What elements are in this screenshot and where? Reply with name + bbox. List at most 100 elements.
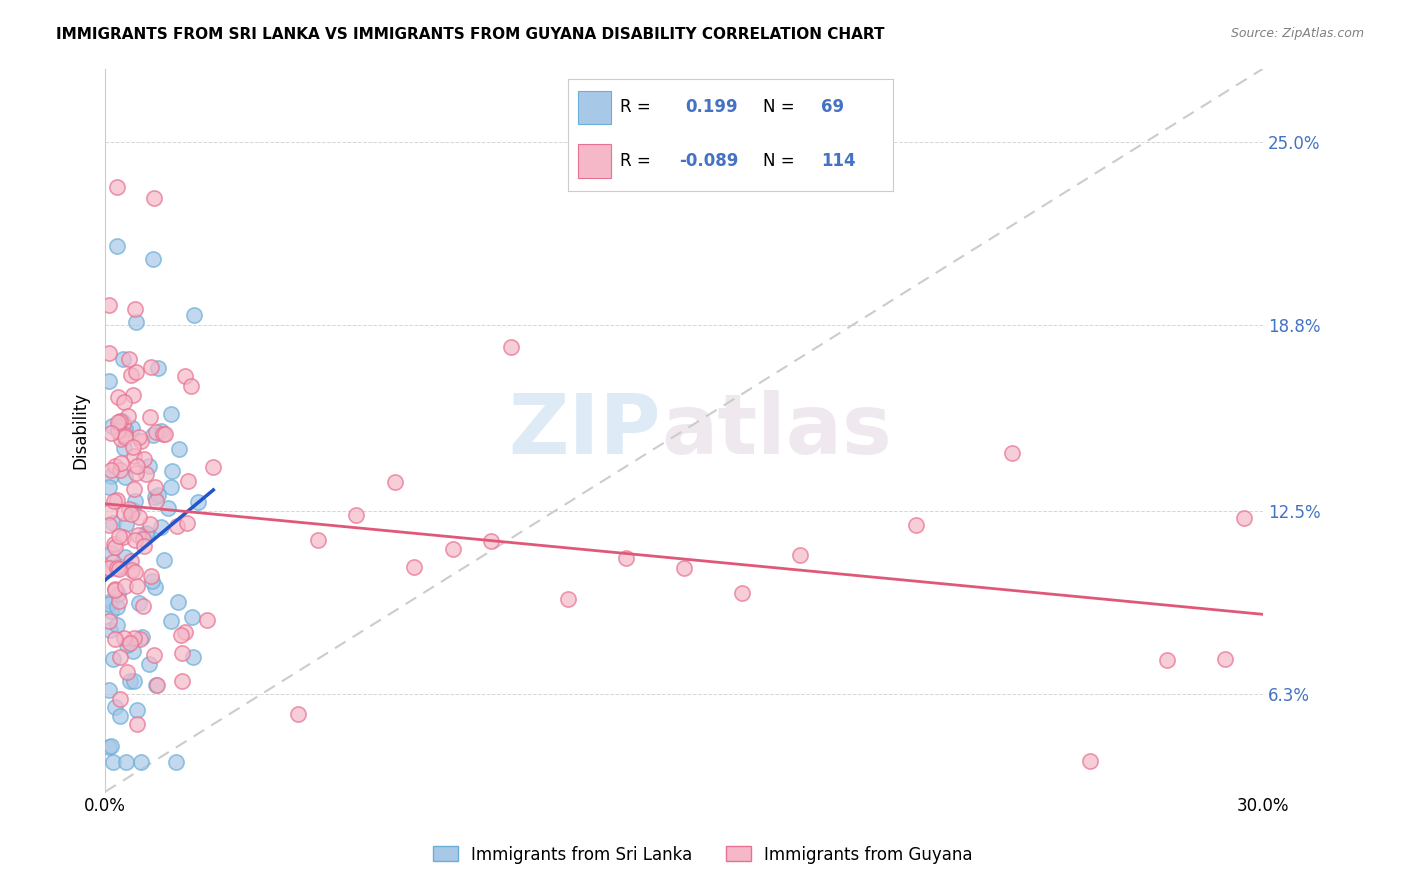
- Point: [183, 308, 205, 322]
- Point: [125, 315, 148, 329]
- Point: [384, 475, 406, 489]
- Point: [127, 703, 149, 717]
- Point: [118, 636, 141, 650]
- Point: [112, 394, 135, 409]
- Point: [1156, 652, 1178, 666]
- Point: [124, 301, 146, 316]
- Point: [1001, 445, 1024, 459]
- Point: [98, 374, 121, 388]
- Point: [105, 493, 128, 508]
- Point: [98, 298, 121, 312]
- Point: [125, 459, 148, 474]
- Point: [105, 238, 128, 252]
- Point: [146, 361, 169, 376]
- Point: [110, 456, 132, 470]
- Point: [180, 378, 202, 392]
- Point: [143, 191, 166, 205]
- Point: [108, 649, 131, 664]
- Point: [101, 652, 124, 666]
- Point: [142, 252, 165, 266]
- Point: [673, 561, 696, 575]
- Point: [159, 480, 181, 494]
- Point: [143, 580, 166, 594]
- Point: [122, 440, 145, 454]
- Point: [176, 516, 198, 531]
- Point: [122, 450, 145, 464]
- Point: [101, 516, 124, 530]
- Point: [110, 432, 132, 446]
- Point: [143, 648, 166, 662]
- Text: ZIP: ZIP: [509, 390, 661, 471]
- Point: [103, 582, 125, 596]
- Point: [111, 352, 134, 367]
- Point: [1213, 652, 1236, 666]
- Point: [195, 613, 218, 627]
- Point: [98, 623, 121, 637]
- Point: [152, 427, 174, 442]
- Point: [128, 509, 150, 524]
- Point: [118, 502, 141, 516]
- Point: [159, 408, 181, 422]
- Point: [122, 631, 145, 645]
- Point: [202, 459, 225, 474]
- Point: [557, 592, 579, 607]
- Point: [110, 414, 132, 428]
- Point: [173, 368, 195, 383]
- Point: [98, 614, 121, 628]
- Point: [105, 599, 128, 614]
- Point: [98, 598, 121, 612]
- Point: [441, 541, 464, 556]
- Point: [118, 673, 141, 688]
- Point: [128, 430, 150, 444]
- Point: [170, 628, 193, 642]
- Point: [121, 420, 143, 434]
- Point: [114, 469, 136, 483]
- Point: [187, 494, 209, 508]
- Point: [125, 365, 148, 379]
- Point: [145, 425, 167, 439]
- Point: [124, 493, 146, 508]
- Point: [107, 424, 129, 438]
- Point: [107, 415, 129, 429]
- Point: [107, 391, 129, 405]
- Point: [107, 587, 129, 601]
- Point: [121, 563, 143, 577]
- Point: [141, 574, 163, 588]
- Point: [114, 579, 136, 593]
- Y-axis label: Disability: Disability: [72, 392, 89, 468]
- Point: [165, 755, 187, 769]
- Point: [98, 739, 121, 754]
- Point: [143, 490, 166, 504]
- Point: [124, 565, 146, 579]
- Point: [103, 537, 125, 551]
- Point: [120, 554, 142, 568]
- Point: [170, 673, 193, 688]
- Point: [104, 540, 127, 554]
- Text: Source: ZipAtlas.com: Source: ZipAtlas.com: [1230, 27, 1364, 40]
- Point: [135, 525, 157, 540]
- Point: [114, 430, 136, 444]
- Point: [98, 562, 121, 576]
- Point: [100, 425, 122, 440]
- Point: [108, 463, 131, 477]
- Point: [131, 630, 153, 644]
- Point: [125, 579, 148, 593]
- Point: [132, 452, 155, 467]
- Point: [145, 493, 167, 508]
- Point: [117, 351, 139, 366]
- Point: [115, 665, 138, 679]
- Point: [122, 644, 145, 658]
- Point: [122, 483, 145, 497]
- Text: atlas: atlas: [661, 390, 891, 471]
- Point: [149, 520, 172, 534]
- Point: [105, 561, 128, 575]
- Point: [139, 569, 162, 583]
- Point: [499, 340, 522, 354]
- Point: [103, 555, 125, 569]
- Point: [1078, 754, 1101, 768]
- Point: [129, 434, 152, 448]
- Legend: Immigrants from Sri Lanka, Immigrants from Guyana: Immigrants from Sri Lanka, Immigrants fr…: [426, 839, 980, 871]
- Point: [100, 462, 122, 476]
- Point: [143, 480, 166, 494]
- Point: [120, 368, 142, 383]
